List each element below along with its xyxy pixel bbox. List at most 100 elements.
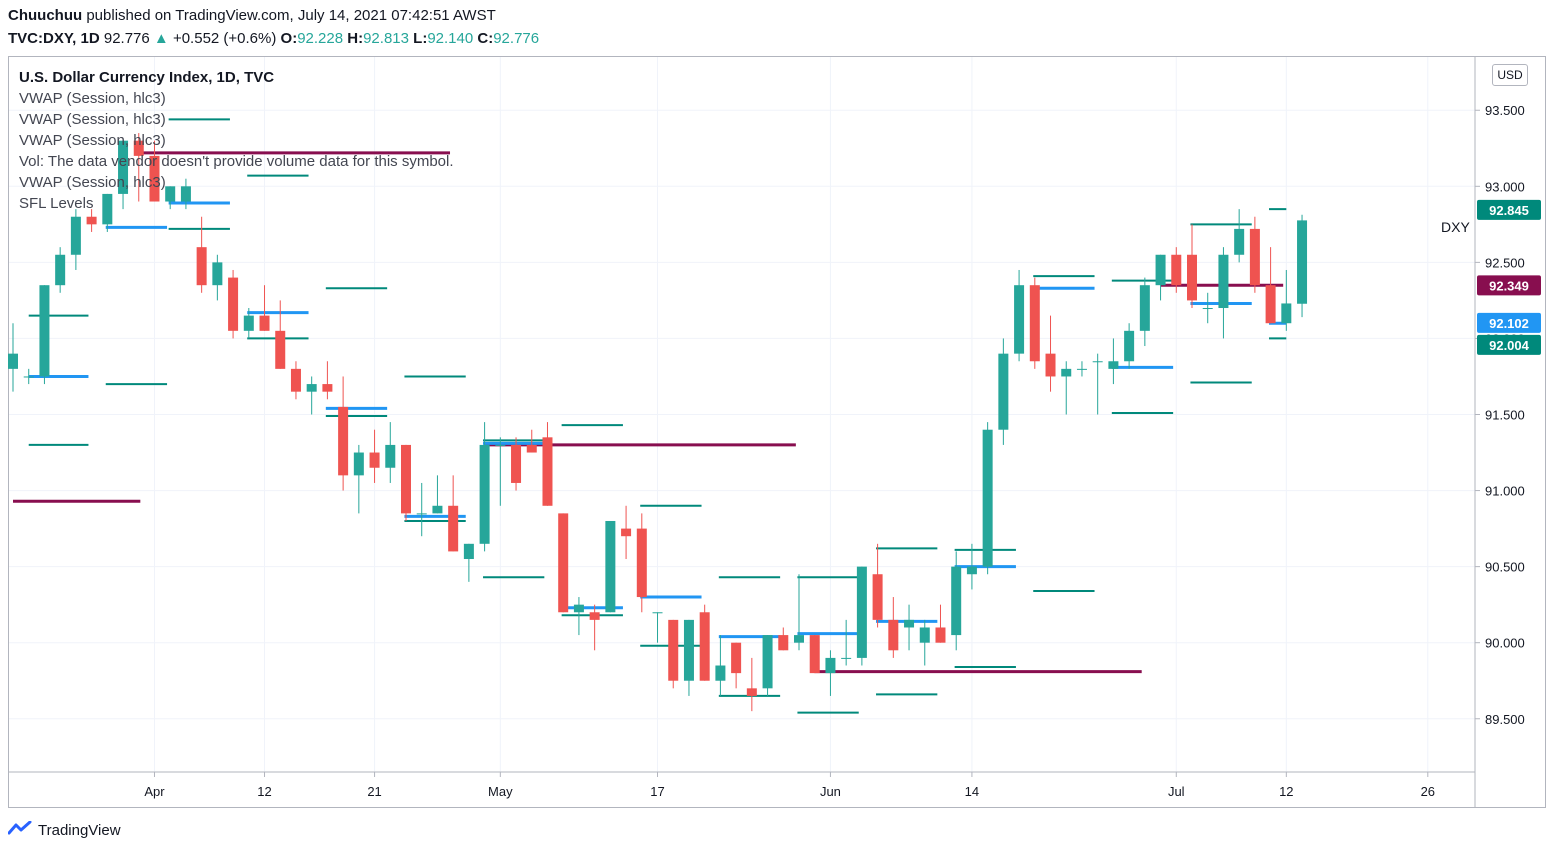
candle-up (495, 444, 506, 446)
candle-up (1108, 361, 1119, 369)
candle-up (1139, 285, 1150, 331)
y-tick-label: 91.000 (1485, 484, 1525, 499)
candle-down (228, 277, 239, 331)
candle-up (212, 262, 223, 286)
y-tick-label: 89.500 (1485, 712, 1525, 727)
candle-up (1202, 308, 1213, 310)
price-change: +0.552 (+0.6%) (172, 30, 277, 47)
candle-up (904, 619, 915, 628)
candle-up (70, 216, 81, 255)
candle-down (511, 444, 522, 483)
open-label: O: (280, 30, 298, 47)
candle-down (149, 155, 160, 202)
candle-up (762, 635, 773, 689)
candle-up (998, 353, 1009, 430)
candle-down (1171, 254, 1182, 286)
candle-down (589, 612, 600, 620)
high-value: 92.813 (363, 30, 409, 47)
open-value: 92.228 (297, 30, 344, 47)
legend-line[interactable]: SFL Levels (19, 195, 94, 212)
candle-up (306, 384, 317, 392)
candle-up (1155, 254, 1166, 286)
candle-up (1076, 368, 1087, 370)
candle-up (385, 444, 396, 468)
y-tick-label: 91.500 (1485, 408, 1525, 423)
price-axis-label: 92.845 (1489, 203, 1529, 218)
candle-down (778, 635, 789, 651)
candle-up (652, 612, 663, 614)
chart-frame[interactable] (8, 56, 1546, 808)
candle-up (1014, 285, 1025, 354)
candle-down (1029, 285, 1040, 362)
candle-down (1187, 254, 1197, 301)
candle-up (416, 513, 427, 515)
currency-button[interactable]: USD (1492, 64, 1528, 86)
candle-down (1045, 353, 1056, 377)
up-arrow-icon: ▲ (153, 30, 169, 47)
candle-down (1265, 285, 1276, 324)
author-name[interactable]: Chuuchuu (8, 7, 83, 24)
price-axis-label: 92.102 (1489, 316, 1529, 331)
candle-down (809, 635, 820, 674)
candle-up (1218, 254, 1229, 309)
candle-down (935, 627, 946, 643)
y-tick-label: 90.000 (1485, 636, 1525, 651)
candle-up (39, 285, 50, 377)
legend-line[interactable]: Vol: The data vendor doesn't provide vol… (19, 153, 454, 170)
x-tick-label: May (488, 784, 513, 799)
candle-up (982, 429, 993, 567)
candle-down (526, 444, 537, 453)
high-label: H: (347, 30, 364, 47)
price-axis-label-bg (1477, 275, 1541, 296)
y-tick-label: 93.500 (1485, 103, 1525, 118)
candle-up (951, 566, 962, 636)
candle-up (243, 315, 254, 331)
candle-down (322, 384, 333, 392)
low-label: L: (413, 30, 428, 47)
x-tick-label: Apr (144, 784, 165, 799)
close-value: 92.776 (493, 30, 540, 47)
x-tick-label: 26 (1421, 784, 1435, 799)
candle-up (1092, 361, 1103, 363)
candle-down (133, 140, 144, 156)
price-axis-label-bg (1477, 312, 1541, 333)
x-tick-label: Jul (1168, 784, 1185, 799)
brand-name: TradingView (38, 821, 121, 839)
candle-down (290, 368, 301, 392)
candle-up (353, 452, 364, 476)
candle-down (401, 444, 411, 514)
candle-up (23, 376, 34, 378)
legend-line[interactable]: VWAP (Session, hlc3) (19, 111, 166, 128)
y-tick-label: 93.000 (1485, 179, 1525, 194)
tradingview-logo-icon (7, 820, 32, 839)
footer-brand[interactable]: TradingView (7, 820, 121, 839)
price-axis-label: 92.004 (1489, 338, 1530, 353)
candle-down (699, 612, 710, 681)
legend-line[interactable]: VWAP (Session, hlc3) (19, 132, 166, 149)
close-label: C: (477, 30, 494, 47)
candle-up (55, 254, 66, 286)
candle-up (1297, 220, 1308, 304)
candle-up (479, 444, 490, 544)
candle-down (888, 619, 899, 651)
candle-down (542, 437, 553, 506)
candle-up (1234, 228, 1245, 255)
indicator-legend: U.S. Dollar Currency Index, 1D, TVC VWAP… (19, 67, 454, 214)
candle-up (715, 665, 726, 681)
legend-line[interactable]: VWAP (Session, hlc3) (19, 174, 166, 191)
candle-down (668, 619, 679, 681)
candle-down (746, 688, 757, 696)
x-tick-label: 17 (650, 784, 664, 799)
legend-line[interactable]: VWAP (Session, hlc3) (19, 90, 166, 107)
candle-up (841, 657, 852, 659)
candle-down (731, 642, 742, 674)
publish-info: Chuuchuu published on TradingView.com, J… (8, 7, 496, 24)
candle-up (8, 353, 18, 369)
y-tick-label: 92.500 (1485, 255, 1525, 270)
candle-down (338, 406, 349, 476)
candle-up (919, 627, 930, 643)
price-axis-label: 92.349 (1489, 278, 1529, 293)
candle-down (369, 452, 380, 468)
x-tick-label: 12 (257, 784, 271, 799)
